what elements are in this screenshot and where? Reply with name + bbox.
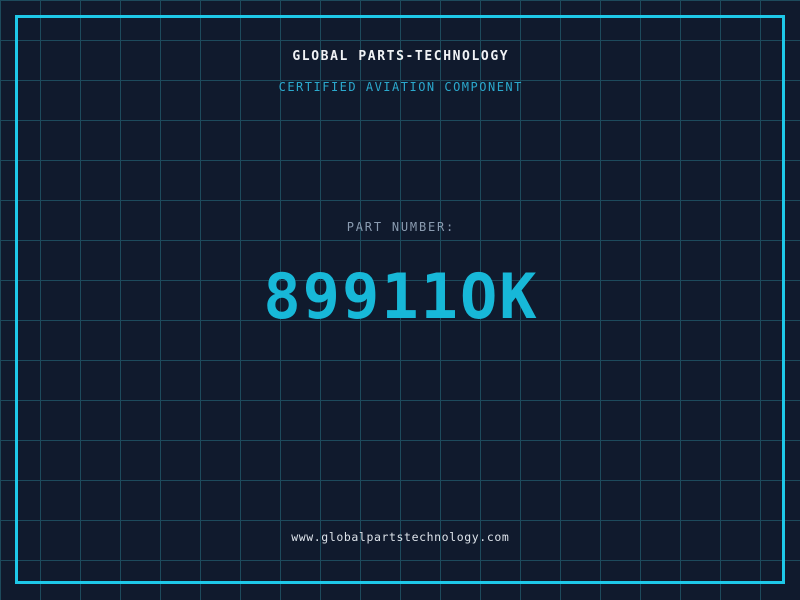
- part-number-label: PART NUMBER:: [346, 220, 456, 234]
- website-footer: www.globalpartstechnology.com: [291, 530, 510, 544]
- part-number-value: 89911OK: [263, 260, 539, 333]
- certification-subtitle: CERTIFIED AVIATION COMPONENT: [278, 80, 523, 94]
- company-title: GLOBAL PARTS-TECHNOLOGY: [292, 49, 510, 64]
